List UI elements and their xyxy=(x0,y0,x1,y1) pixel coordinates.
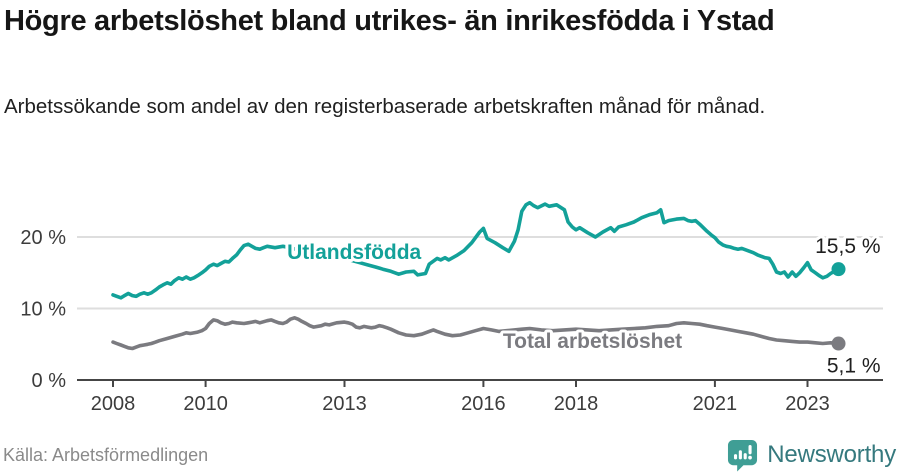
series-line xyxy=(111,200,841,300)
series-end-dot xyxy=(831,336,846,351)
y-tick-label: 20 % xyxy=(20,227,66,249)
series-end-dot xyxy=(831,262,846,277)
series-inline-label: Total arbetslöshet xyxy=(503,330,682,353)
line-chart: 0 % 10 % 20 % 2008 2010 2013 2016 2018 2021 2023 U… xyxy=(20,200,884,415)
series-end-value: 15,5 % xyxy=(815,235,880,258)
series-inline-label: Utlandsfödda xyxy=(287,241,421,264)
chart-title: Högre arbetslöshet bland utrikes- än inr… xyxy=(4,5,775,37)
series-end-value: 5,1 % xyxy=(827,355,881,378)
newsworthy-logo: Newsworthy xyxy=(727,439,896,472)
x-tick-label: 2021 xyxy=(693,393,738,415)
x-tick-label: 2016 xyxy=(461,393,506,415)
y-tick-label: 0 % xyxy=(32,370,67,392)
x-tick-label: 2023 xyxy=(785,393,830,415)
newsworthy-icon xyxy=(728,439,758,471)
source-note: Källa: Arbetsförmedlingen xyxy=(3,444,209,465)
chart-subtitle: Arbetssökande som andel av den registerb… xyxy=(4,95,766,118)
y-tick-label: 10 % xyxy=(20,299,66,321)
x-tick-label: 2018 xyxy=(554,393,599,415)
x-tick-label: 2010 xyxy=(183,393,228,415)
series-line xyxy=(111,316,841,351)
x-tick-label: 2008 xyxy=(91,393,136,415)
brand-name: Newsworthy xyxy=(767,441,896,468)
x-tick-label: 2013 xyxy=(322,393,367,415)
chart-footer: Källa: Arbetsförmedlingen Newsworthy xyxy=(3,436,896,474)
